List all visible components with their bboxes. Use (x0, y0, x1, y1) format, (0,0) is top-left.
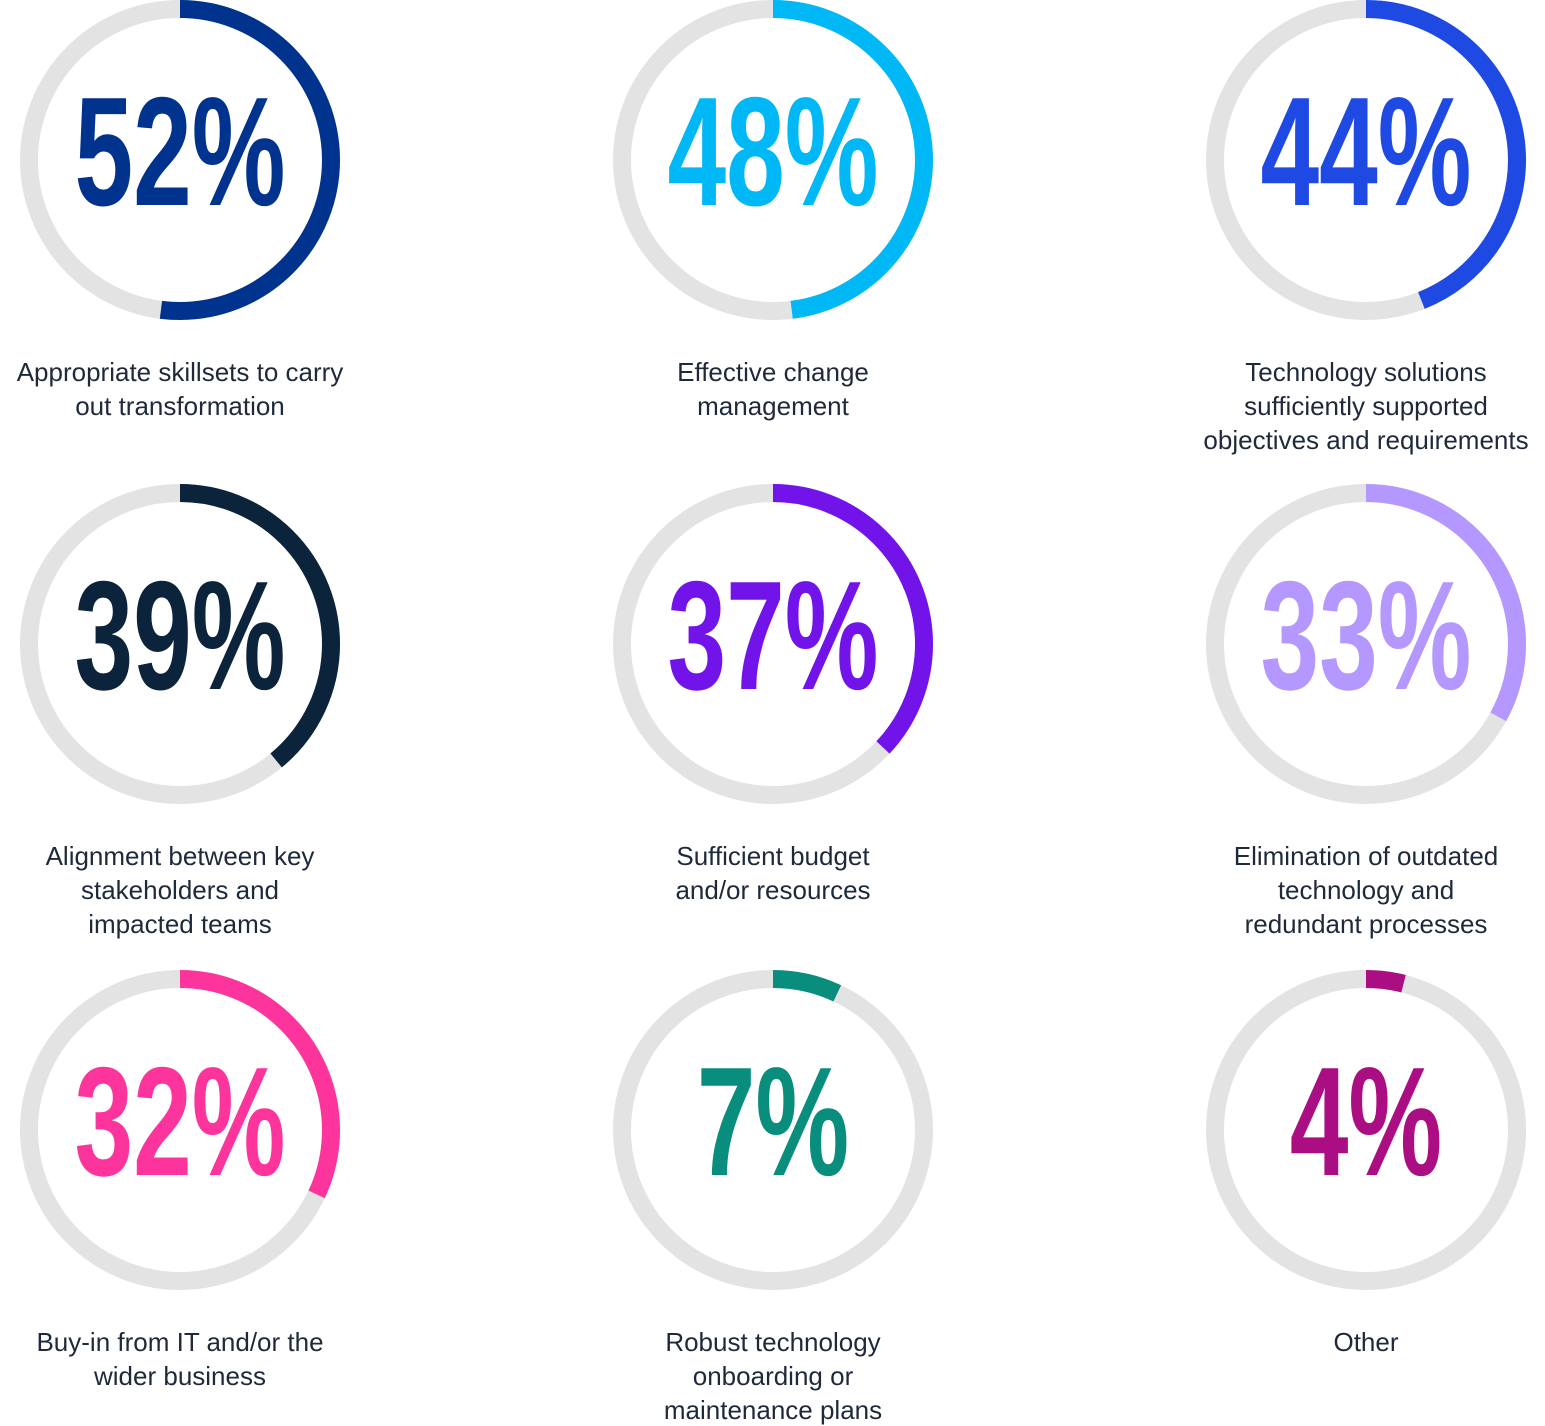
value-label: 48% (668, 66, 879, 239)
category-label: Elimination of outdated technology and r… (1233, 841, 1499, 939)
gauge-arc (1206, 970, 1526, 1290)
category-label: Robust technology onboarding or maintena… (663, 1327, 883, 1425)
value-label: 33% (1261, 550, 1472, 723)
gauge-arc (20, 484, 340, 804)
category-label: Other (1333, 1327, 1399, 1357)
value-label: 7% (697, 1036, 849, 1209)
category-label: Effective change management (677, 357, 869, 421)
value-label: 32% (75, 1036, 286, 1209)
category-label: Technology solutions sufficiently suppor… (1203, 357, 1529, 455)
gauge-arc (613, 970, 933, 1290)
category-label: Sufficient budget and/or resources (675, 841, 871, 905)
value-label: 39% (75, 550, 286, 723)
value-label: 44% (1261, 66, 1472, 239)
value-label: 52% (75, 66, 286, 239)
category-label: Buy-in from IT and/or the wider business (36, 1327, 324, 1391)
category-label: Appropriate skillsets to carry out trans… (16, 357, 344, 421)
gauge-arc (20, 0, 340, 320)
value-label: 4% (1290, 1036, 1442, 1209)
gauge-arc (1206, 484, 1526, 804)
gauge-arc (1206, 0, 1526, 320)
gauge-arc (613, 484, 933, 804)
category-label: Alignment between key stakeholders and i… (45, 841, 315, 939)
gauge-arc (613, 0, 933, 320)
gauge-arc (20, 970, 340, 1290)
value-label: 37% (668, 550, 879, 723)
